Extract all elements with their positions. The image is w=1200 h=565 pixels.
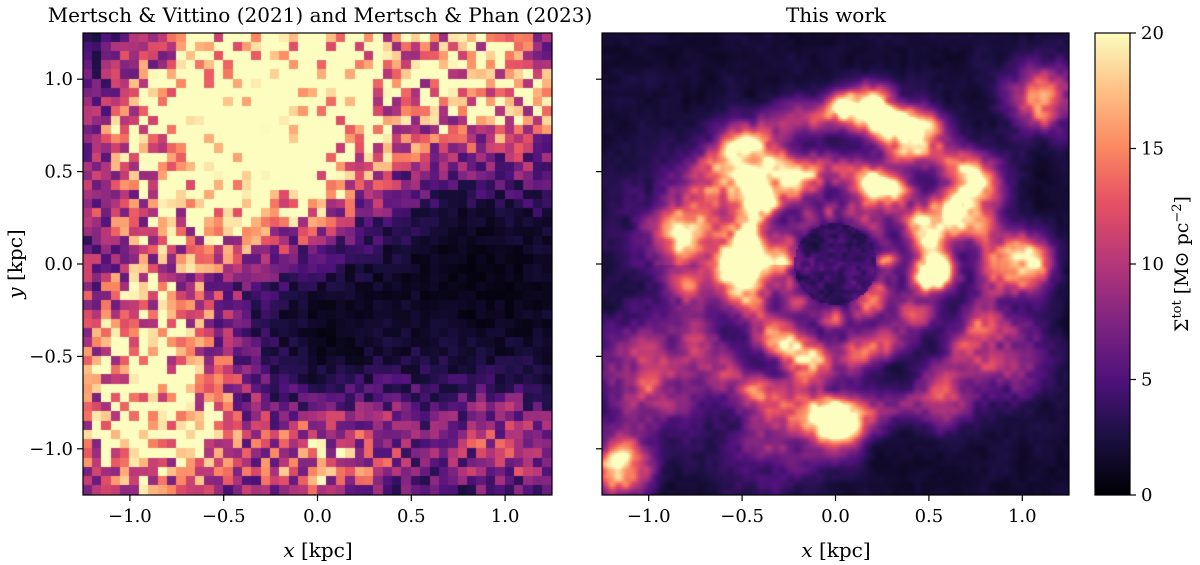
left-heatmap-container [83, 33, 552, 495]
left-x-tick-label: 0.0 [303, 506, 332, 527]
right-x-tick-label: −1.0 [627, 506, 671, 527]
left-x-tick-label: 0.5 [397, 506, 426, 527]
left-x-axis-label: x [kpc] [283, 538, 352, 562]
left-panel: Mertsch & Vittino (2021) and Mertsch & P… [3, 3, 592, 562]
colorbar: 0 5 10 15 20 Σtot [M⊙ pc−2] [1094, 23, 1194, 506]
left-x-tick-label: −1.0 [108, 506, 152, 527]
right-x-tick-label: −0.5 [720, 506, 764, 527]
colorbar-tick-label: 15 [1141, 139, 1164, 160]
left-y-tick-label: 0.5 [44, 162, 73, 183]
colorbar-tick-label: 0 [1141, 485, 1152, 506]
colorbar-tick-label: 20 [1141, 23, 1164, 44]
right-x-tick-label: 1.0 [1008, 506, 1037, 527]
left-panel-title: Mertsch & Vittino (2021) and Mertsch & P… [48, 3, 593, 27]
colorbar-tick-label: 10 [1141, 254, 1164, 275]
right-panel: This work −1.0 −0.5 0.0 0.5 1.0 x [kpc] [596, 3, 1070, 562]
right-x-tick-label: 0.5 [915, 506, 944, 527]
left-y-axis-label: y [kpc] [3, 229, 27, 299]
right-x-axis-label: x [kpc] [801, 538, 870, 562]
colorbar-label: Σtot [M⊙ pc−2] [1170, 196, 1194, 332]
right-heatmap [602, 33, 1069, 495]
left-y-tick-label: 0.0 [44, 254, 73, 275]
left-x-ticks: −1.0 −0.5 0.0 0.5 1.0 [108, 495, 519, 527]
right-heatmap-container [602, 33, 1069, 495]
left-y-tick-label: −0.5 [29, 346, 73, 367]
left-heatmap [83, 33, 552, 495]
colorbar-tick-label: 5 [1141, 370, 1152, 391]
left-y-tick-label: 1.0 [44, 69, 73, 90]
right-x-tick-label: 0.0 [821, 506, 850, 527]
right-x-ticks: −1.0 −0.5 0.0 0.5 1.0 [627, 495, 1037, 527]
left-y-tick-label: −1.0 [29, 439, 73, 460]
left-y-ticks: −1.0 −0.5 0.0 0.5 1.0 [29, 69, 83, 460]
right-panel-title: This work [786, 3, 887, 27]
left-x-tick-label: 1.0 [491, 506, 520, 527]
right-y-ticks [596, 78, 602, 450]
colorbar-bar [1095, 33, 1130, 495]
left-x-tick-label: −0.5 [202, 506, 246, 527]
colorbar-ticks: 0 5 10 15 20 [1130, 23, 1164, 506]
